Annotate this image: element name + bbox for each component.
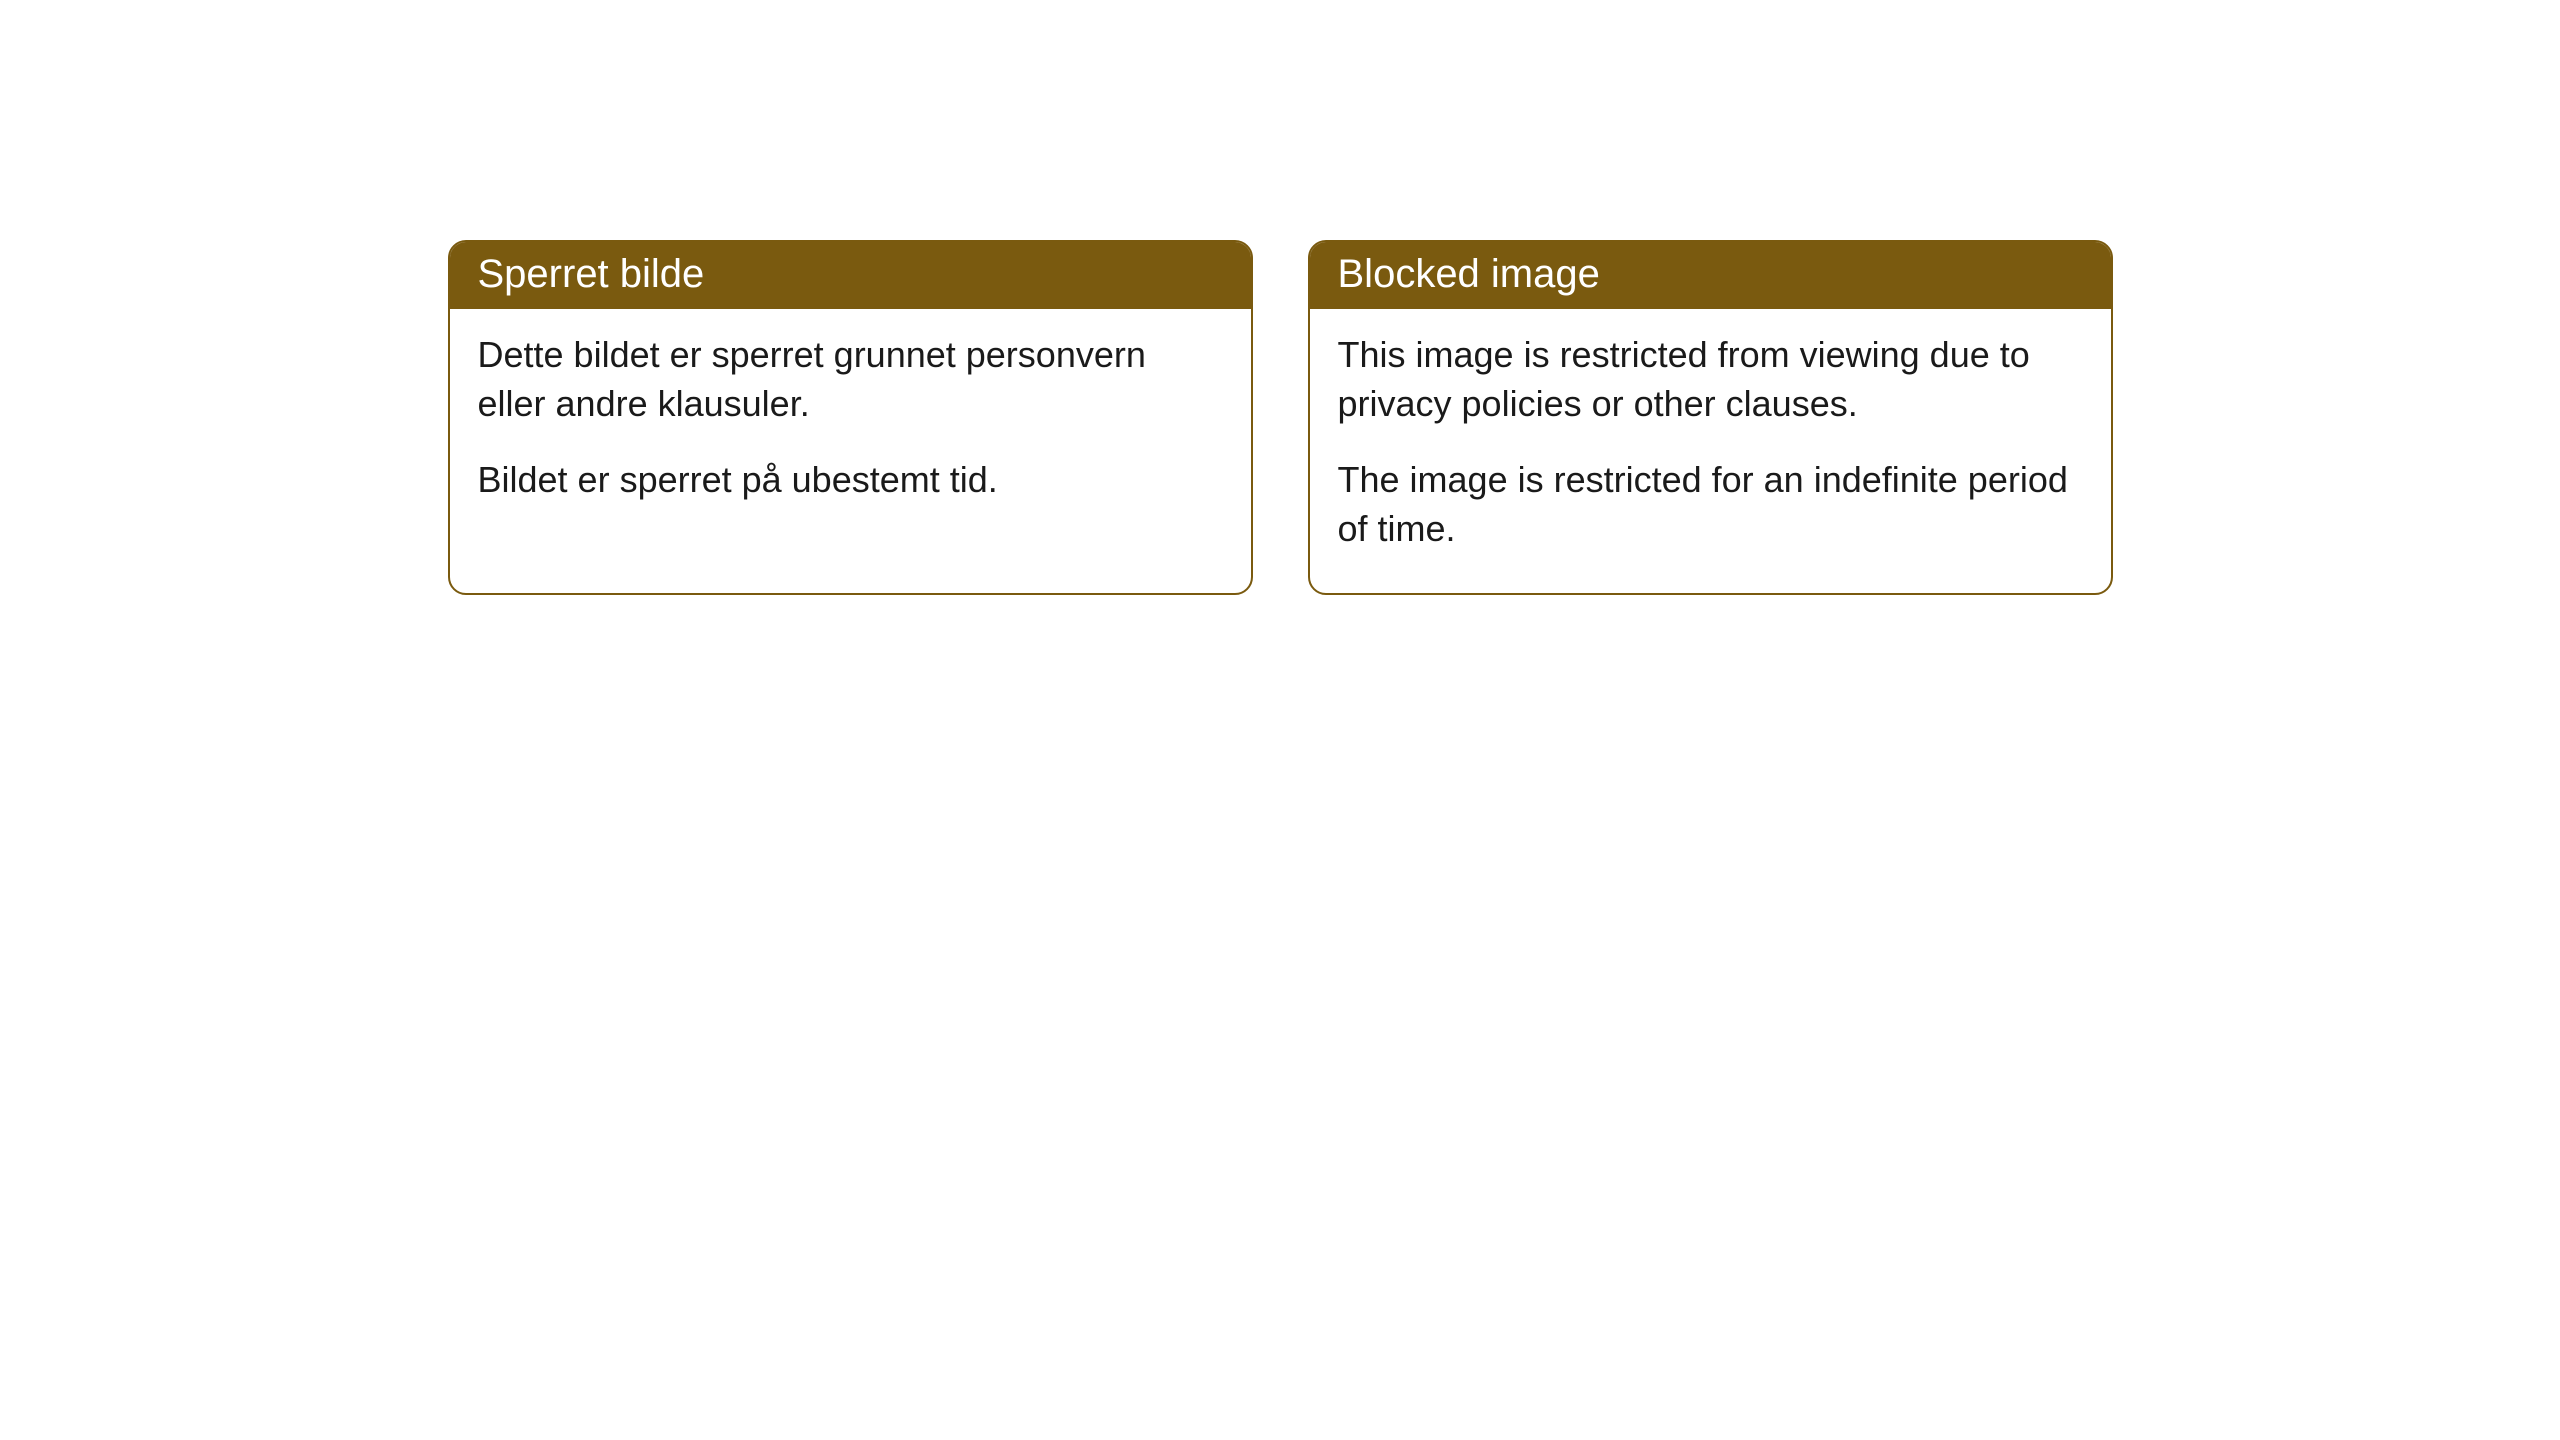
notice-cards-container: Sperret bilde Dette bildet er sperret gr… <box>448 240 2113 595</box>
notice-card-english: Blocked image This image is restricted f… <box>1308 240 2113 595</box>
card-header: Sperret bilde <box>450 242 1251 309</box>
card-paragraph: Bildet er sperret på ubestemt tid. <box>478 456 1223 505</box>
card-title: Sperret bilde <box>478 252 705 296</box>
card-paragraph: Dette bildet er sperret grunnet personve… <box>478 331 1223 428</box>
notice-card-norwegian: Sperret bilde Dette bildet er sperret gr… <box>448 240 1253 595</box>
card-paragraph: The image is restricted for an indefinit… <box>1338 456 2083 553</box>
card-body: This image is restricted from viewing du… <box>1310 309 2111 593</box>
card-header: Blocked image <box>1310 242 2111 309</box>
card-paragraph: This image is restricted from viewing du… <box>1338 331 2083 428</box>
card-body: Dette bildet er sperret grunnet personve… <box>450 309 1251 545</box>
card-title: Blocked image <box>1338 252 1600 296</box>
